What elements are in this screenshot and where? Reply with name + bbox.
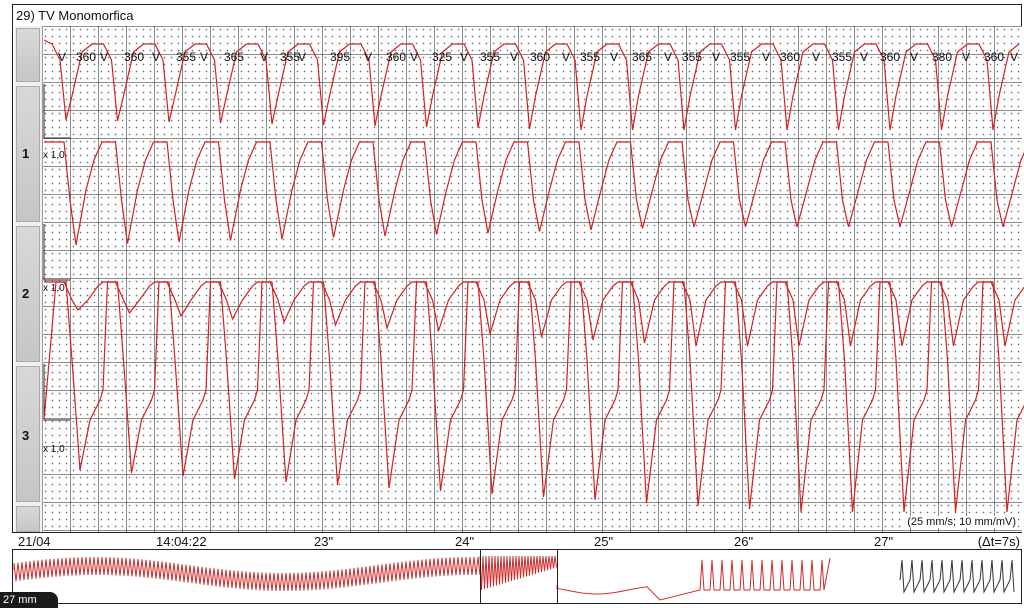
scale-label-3: x 1,0	[43, 444, 65, 455]
beat-interval: 355	[280, 50, 301, 64]
beat-marker-v: V	[364, 50, 373, 64]
time-clock: 14:04:22	[156, 534, 207, 549]
beat-marker-v: V	[298, 50, 307, 64]
channel-button-3[interactable]	[16, 366, 40, 502]
beat-marker-v: V	[260, 50, 269, 64]
beat-interval: 355	[480, 50, 501, 64]
beat-marker-v: V	[58, 50, 67, 64]
time-bar	[12, 532, 1022, 550]
beat-interval: 360	[124, 50, 145, 64]
channel-button-top[interactable]	[16, 28, 40, 82]
beat-interval: 360	[880, 50, 901, 64]
time-date: 21/04	[18, 534, 51, 549]
beat-interval: 355	[730, 50, 751, 64]
time-second-25: 25"	[594, 534, 614, 549]
beat-marker-v: V	[712, 50, 721, 64]
trace-lead-3	[43, 281, 1024, 513]
time-second-27: 27"	[874, 534, 894, 549]
scale-label-1: x 1,0	[43, 150, 65, 161]
ecg-grid[interactable]	[42, 26, 1022, 532]
beat-marker-v: V	[100, 50, 109, 64]
beat-interval: 360	[780, 50, 801, 64]
beat-interval: 355	[176, 50, 197, 64]
beat-marker-v: V	[410, 50, 419, 64]
time-second-24: 24"	[455, 534, 475, 549]
channel-button-1[interactable]	[16, 86, 40, 222]
beat-marker-v: V	[152, 50, 161, 64]
scale-label-2: x 1,0	[43, 283, 65, 294]
beat-interval: 355	[580, 50, 601, 64]
beat-marker-v: V	[562, 50, 571, 64]
beat-interval: 355	[682, 50, 703, 64]
channel-button-2[interactable]	[16, 226, 40, 362]
beat-marker-v: V	[762, 50, 771, 64]
channel-label-1: 1	[22, 146, 30, 161]
beat-marker-v: V	[860, 50, 869, 64]
overview-cursor-right[interactable]	[557, 550, 558, 604]
beat-interval: 360	[386, 50, 407, 64]
beat-marker-v: V	[200, 50, 209, 64]
trace-top	[43, 39, 1020, 131]
window-title: 29) TV Monomorfica	[16, 8, 134, 23]
beat-marker-v: V	[460, 50, 469, 64]
time-second-26: 26"	[734, 534, 754, 549]
beat-marker-v: V	[812, 50, 821, 64]
beat-interval: 355	[832, 50, 853, 64]
channel-button-bottom[interactable]	[16, 506, 40, 532]
delta-time: (Δt=7s)	[977, 534, 1020, 549]
beat-interval: 395	[330, 50, 351, 64]
overview-cursor-left[interactable]	[480, 550, 481, 604]
beat-interval: 365	[224, 50, 245, 64]
beat-marker-v: V	[664, 50, 673, 64]
overview-trace-left	[13, 556, 481, 592]
beat-interval: 360	[530, 50, 551, 64]
time-second-23: 23"	[314, 534, 334, 549]
channel-label-3: 3	[22, 428, 30, 443]
measure-badge: 27 mm	[0, 592, 58, 608]
channel-label-2: 2	[22, 286, 30, 301]
beat-marker-v: V	[610, 50, 619, 64]
overview-trace-right	[556, 557, 831, 601]
beat-marker-v: V	[1010, 50, 1019, 64]
overview-trace-selected	[479, 555, 557, 591]
beat-interval: 360	[76, 50, 97, 64]
beat-marker-v: V	[510, 50, 519, 64]
beat-interval: 325	[432, 50, 453, 64]
beat-interval: 365	[632, 50, 653, 64]
beat-marker-v: V	[962, 50, 971, 64]
calibration-mark-1	[43, 84, 70, 139]
beat-marker-v: V	[910, 50, 919, 64]
overview-trace-dark	[899, 559, 1015, 594]
speed-label: (25 mm/s; 10 mm/mV)	[905, 516, 1018, 528]
calibration-mark-2	[43, 224, 70, 281]
beat-interval: 380	[932, 50, 953, 64]
trace-lead-1	[44, 141, 1024, 246]
beat-interval: 360	[984, 50, 1005, 64]
